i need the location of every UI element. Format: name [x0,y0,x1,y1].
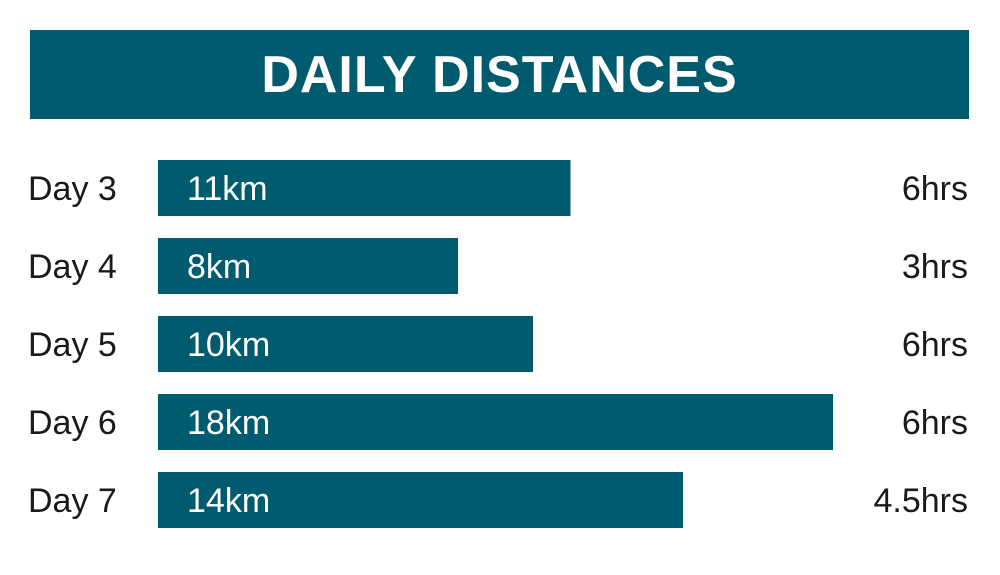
bar-value-label: 18km [187,404,270,442]
duration-label: 3hrs [902,248,968,286]
duration-label: 6hrs [902,170,968,208]
duration-label: 4.5hrs [874,482,969,520]
bar [158,238,458,294]
bar-value-label: 14km [187,482,270,520]
duration-label: 6hrs [902,326,968,364]
bar-value-label: 10km [187,326,270,364]
duration-label: 6hrs [902,404,968,442]
category-label: Day 6 [28,404,117,442]
category-label: Day 7 [28,482,117,520]
category-label: Day 5 [28,326,117,364]
bar [158,394,833,450]
bar [158,316,533,372]
bar-value-label: 8km [187,248,251,286]
category-label: Day 3 [28,170,117,208]
title-banner: DAILY DISTANCES [30,30,969,119]
chart-title: DAILY DISTANCES [261,45,738,104]
bar [158,472,683,528]
bar [158,160,571,216]
category-label: Day 4 [28,248,117,286]
bar-value-label: 11km [187,170,268,208]
